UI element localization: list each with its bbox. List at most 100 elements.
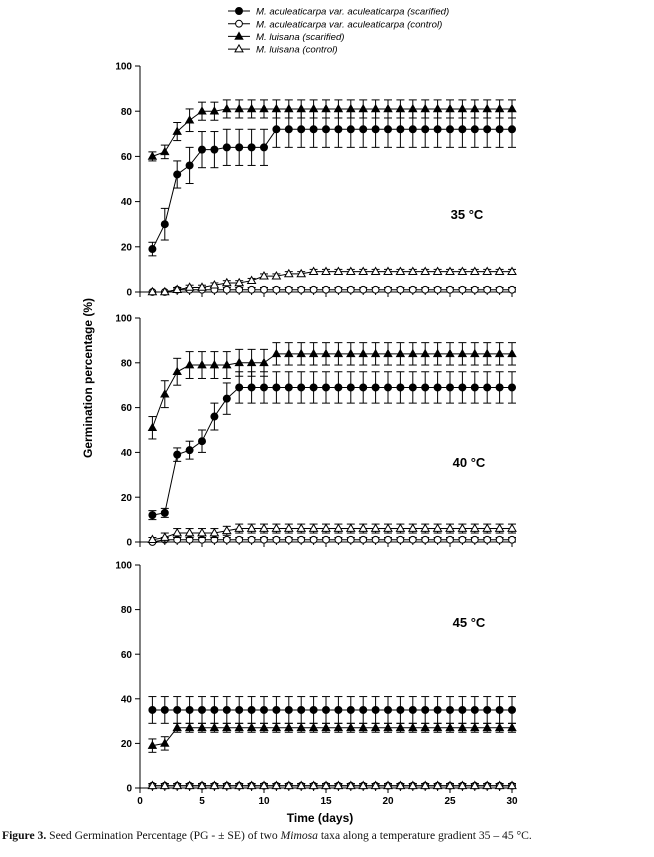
data-point — [296, 722, 306, 732]
data-point — [235, 535, 244, 544]
y-tick-label: 80 — [121, 358, 133, 369]
data-point — [359, 383, 368, 392]
data-point — [334, 285, 343, 294]
series-m-luisana-scarified — [147, 342, 517, 440]
data-point — [247, 383, 256, 392]
legend-label: M. luisana (scarified) — [256, 32, 345, 43]
data-point — [271, 780, 282, 790]
data-point — [470, 125, 479, 134]
data-point — [508, 285, 516, 294]
series-m-aculeaticarpa-var-aculeaticarpa-control — [148, 535, 516, 546]
data-point — [222, 705, 231, 714]
data-point — [297, 285, 306, 294]
data-point — [470, 383, 479, 392]
data-point — [482, 523, 493, 532]
data-point — [371, 125, 380, 134]
y-tick-label: 0 — [126, 288, 132, 299]
data-point — [321, 383, 330, 392]
data-point — [173, 705, 182, 714]
data-point — [507, 722, 517, 732]
data-point — [359, 705, 368, 714]
data-point — [246, 357, 257, 367]
data-point — [358, 722, 368, 732]
series-m-luisana-control — [147, 523, 517, 544]
data-point — [408, 103, 418, 113]
data-point — [469, 523, 480, 532]
data-point — [148, 511, 157, 520]
data-point — [147, 286, 158, 296]
data-point — [494, 266, 505, 275]
data-point — [408, 125, 417, 134]
data-point — [271, 348, 282, 358]
data-point — [172, 126, 182, 135]
x-tick-label: 5 — [199, 796, 205, 807]
series-m-aculeaticarpa-var-aculeaticarpa-scarified — [148, 110, 516, 257]
data-point — [297, 535, 306, 544]
data-point — [457, 266, 468, 275]
data-point — [358, 103, 368, 113]
y-tick-label: 100 — [115, 62, 132, 73]
data-point — [407, 780, 418, 790]
panel-title: 45 °C — [453, 615, 486, 630]
data-point — [321, 722, 331, 732]
data-point — [246, 722, 257, 732]
data-point — [209, 360, 220, 369]
data-point — [222, 285, 231, 294]
data-point — [408, 348, 418, 358]
legend-label: M. aculeaticarpa var. aculeaticarpa (sca… — [256, 7, 449, 18]
data-point — [272, 285, 281, 294]
data-point — [235, 705, 244, 714]
data-point — [494, 780, 505, 790]
data-point — [407, 266, 418, 275]
data-point — [147, 740, 158, 749]
data-point — [458, 125, 467, 134]
data-point — [371, 535, 380, 544]
data-point — [483, 705, 492, 714]
data-point — [247, 285, 256, 294]
data-point — [483, 383, 492, 392]
data-point — [284, 125, 293, 134]
data-point — [358, 348, 368, 358]
series-m-aculeaticarpa-var-aculeaticarpa-scarified — [148, 371, 516, 521]
data-point — [321, 780, 331, 790]
data-point — [433, 285, 442, 294]
data-point — [470, 103, 480, 113]
x-tick-label: 15 — [320, 796, 332, 807]
data-point — [222, 535, 231, 544]
data-point — [395, 780, 406, 790]
data-point — [160, 738, 170, 747]
data-point — [160, 389, 170, 398]
data-point — [421, 705, 430, 714]
data-point — [420, 348, 430, 358]
data-point — [457, 103, 468, 113]
data-point — [173, 170, 182, 179]
data-point — [420, 266, 431, 275]
data-point — [396, 285, 405, 294]
data-point — [210, 705, 219, 714]
data-point — [507, 348, 517, 358]
data-point — [370, 103, 381, 113]
legend-label: M. aculeaticarpa var. aculeaticarpa (con… — [256, 19, 442, 30]
data-point — [507, 523, 517, 532]
data-point — [222, 394, 231, 403]
data-point — [308, 348, 319, 358]
x-tick-label: 0 — [137, 796, 143, 807]
data-point — [457, 523, 468, 532]
data-point — [309, 705, 318, 714]
data-point — [346, 383, 355, 392]
data-point — [271, 523, 282, 532]
data-point — [445, 266, 455, 275]
y-tick-label: 20 — [121, 739, 133, 750]
data-point — [259, 143, 268, 152]
data-point — [508, 535, 516, 544]
data-point — [197, 437, 206, 446]
data-point — [445, 383, 454, 392]
data-point — [408, 705, 417, 714]
data-point — [322, 285, 330, 294]
data-point — [420, 523, 431, 532]
series-m-luisana-control — [147, 780, 517, 790]
data-point — [246, 103, 257, 113]
data-point — [296, 780, 307, 790]
data-point — [346, 535, 355, 544]
